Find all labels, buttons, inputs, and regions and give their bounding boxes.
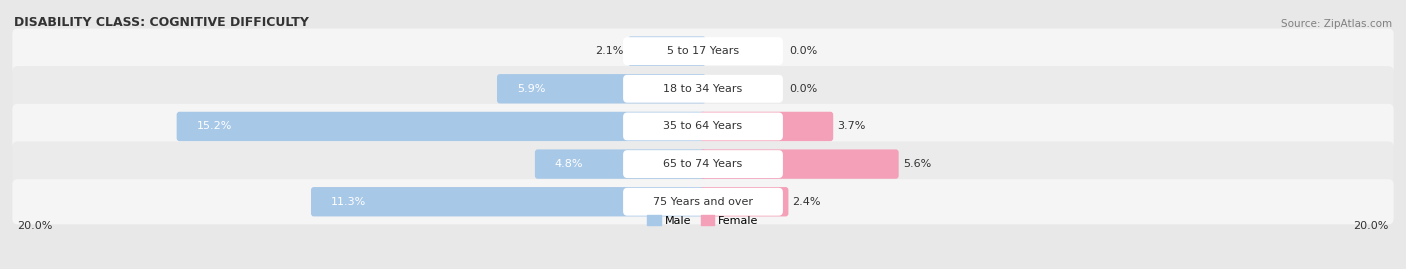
Text: 5.9%: 5.9% bbox=[517, 84, 546, 94]
Text: 35 to 64 Years: 35 to 64 Years bbox=[664, 121, 742, 132]
FancyBboxPatch shape bbox=[13, 179, 1393, 224]
FancyBboxPatch shape bbox=[177, 112, 706, 141]
FancyBboxPatch shape bbox=[496, 74, 706, 104]
FancyBboxPatch shape bbox=[628, 36, 706, 66]
Text: 3.7%: 3.7% bbox=[838, 121, 866, 132]
Text: 4.8%: 4.8% bbox=[555, 159, 583, 169]
Text: Source: ZipAtlas.com: Source: ZipAtlas.com bbox=[1281, 19, 1392, 29]
FancyBboxPatch shape bbox=[534, 149, 706, 179]
FancyBboxPatch shape bbox=[13, 66, 1393, 111]
Text: 75 Years and over: 75 Years and over bbox=[652, 197, 754, 207]
FancyBboxPatch shape bbox=[623, 37, 783, 65]
FancyBboxPatch shape bbox=[13, 29, 1393, 74]
FancyBboxPatch shape bbox=[13, 104, 1393, 149]
Legend: Male, Female: Male, Female bbox=[643, 210, 763, 230]
Text: 5 to 17 Years: 5 to 17 Years bbox=[666, 46, 740, 56]
Text: 2.4%: 2.4% bbox=[793, 197, 821, 207]
FancyBboxPatch shape bbox=[700, 187, 789, 217]
FancyBboxPatch shape bbox=[311, 187, 706, 217]
Text: 5.6%: 5.6% bbox=[903, 159, 931, 169]
Text: 11.3%: 11.3% bbox=[330, 197, 366, 207]
Text: 0.0%: 0.0% bbox=[789, 84, 817, 94]
Text: 65 to 74 Years: 65 to 74 Years bbox=[664, 159, 742, 169]
FancyBboxPatch shape bbox=[623, 150, 783, 178]
Text: 2.1%: 2.1% bbox=[595, 46, 624, 56]
Text: 15.2%: 15.2% bbox=[197, 121, 232, 132]
Text: 20.0%: 20.0% bbox=[17, 221, 53, 231]
FancyBboxPatch shape bbox=[623, 188, 783, 216]
Text: DISABILITY CLASS: COGNITIVE DIFFICULTY: DISABILITY CLASS: COGNITIVE DIFFICULTY bbox=[14, 16, 309, 29]
FancyBboxPatch shape bbox=[13, 141, 1393, 187]
Text: 20.0%: 20.0% bbox=[1353, 221, 1389, 231]
FancyBboxPatch shape bbox=[700, 149, 898, 179]
FancyBboxPatch shape bbox=[623, 75, 783, 103]
FancyBboxPatch shape bbox=[700, 112, 834, 141]
FancyBboxPatch shape bbox=[623, 112, 783, 140]
Text: 0.0%: 0.0% bbox=[789, 46, 817, 56]
Text: 18 to 34 Years: 18 to 34 Years bbox=[664, 84, 742, 94]
